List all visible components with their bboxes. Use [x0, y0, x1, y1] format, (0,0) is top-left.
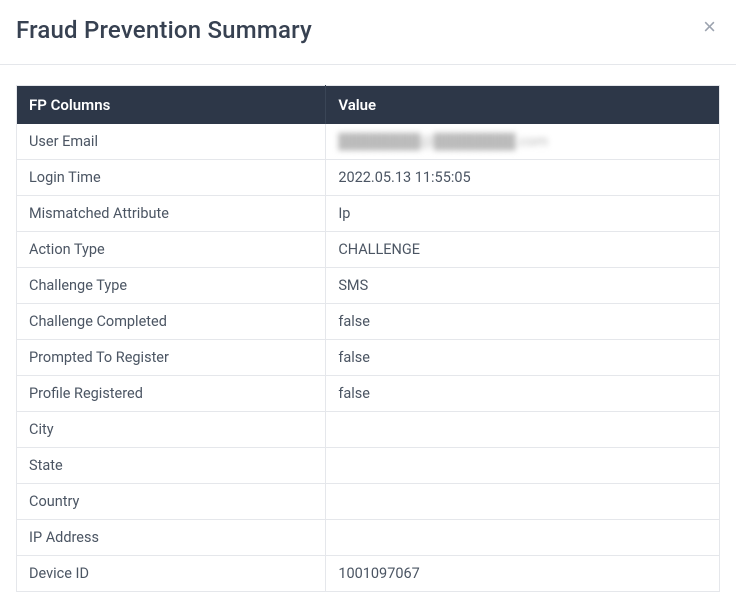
table-row: Challenge Completedfalse — [17, 304, 720, 340]
table-row: IP Address — [17, 520, 720, 556]
row-value: Ip — [326, 196, 720, 232]
table-row: Mismatched AttributeIp — [17, 196, 720, 232]
row-label: User Email — [17, 124, 326, 160]
row-label: Mismatched Attribute — [17, 196, 326, 232]
row-value: ████████@████████.com — [326, 124, 720, 160]
column-header-fp: FP Columns — [17, 86, 326, 125]
table-row: Prompted To Registerfalse — [17, 340, 720, 376]
modal-body: FP Columns Value User Email████████@████… — [0, 65, 736, 612]
column-header-value: Value — [326, 86, 720, 125]
row-value: false — [326, 376, 720, 412]
row-value — [326, 484, 720, 520]
row-value: SMS — [326, 268, 720, 304]
row-label: Challenge Completed — [17, 304, 326, 340]
row-value: false — [326, 340, 720, 376]
row-label: Profile Registered — [17, 376, 326, 412]
table-row: City — [17, 412, 720, 448]
table-row: Challenge TypeSMS — [17, 268, 720, 304]
row-value: false — [326, 304, 720, 340]
table-row: Profile Registeredfalse — [17, 376, 720, 412]
close-button[interactable]: × — [699, 16, 720, 38]
table-row: Country — [17, 484, 720, 520]
row-label: Challenge Type — [17, 268, 326, 304]
row-label: Country — [17, 484, 326, 520]
row-label: City — [17, 412, 326, 448]
row-value — [326, 412, 720, 448]
row-value: 1001097067 — [326, 556, 720, 592]
table-header-row: FP Columns Value — [17, 86, 720, 125]
modal-title: Fraud Prevention Summary — [16, 16, 312, 44]
close-icon: × — [703, 14, 716, 39]
row-value: 2022.05.13 11:55:05 — [326, 160, 720, 196]
table-row: Action TypeCHALLENGE — [17, 232, 720, 268]
table-row: Login Time2022.05.13 11:55:05 — [17, 160, 720, 196]
row-value: CHALLENGE — [326, 232, 720, 268]
row-label: IP Address — [17, 520, 326, 556]
fraud-summary-table: FP Columns Value User Email████████@████… — [16, 85, 720, 592]
row-label: Device ID — [17, 556, 326, 592]
modal-header: Fraud Prevention Summary × — [0, 0, 736, 65]
row-label: State — [17, 448, 326, 484]
table-row: User Email████████@████████.com — [17, 124, 720, 160]
row-label: Login Time — [17, 160, 326, 196]
fraud-prevention-modal: Fraud Prevention Summary × FP Columns Va… — [0, 0, 736, 616]
table-row: State — [17, 448, 720, 484]
table-row: Device ID1001097067 — [17, 556, 720, 592]
row-label: Prompted To Register — [17, 340, 326, 376]
row-value — [326, 520, 720, 556]
row-label: Action Type — [17, 232, 326, 268]
table-body: User Email████████@████████.comLogin Tim… — [17, 124, 720, 592]
row-value — [326, 448, 720, 484]
